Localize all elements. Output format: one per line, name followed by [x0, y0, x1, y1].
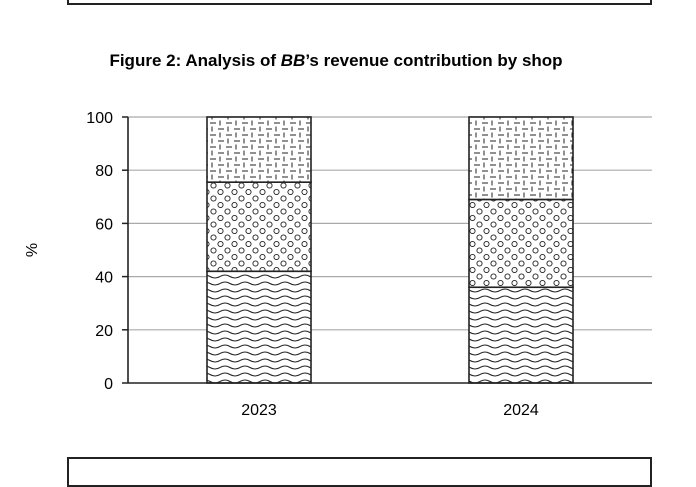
x-tick-label-2024: 2024 — [503, 402, 539, 419]
chart-title-italic: BB — [281, 51, 306, 70]
chart-title: Figure 2: Analysis of BB’s revenue contr… — [109, 51, 562, 70]
bottom-frame-box — [67, 457, 652, 487]
axes — [122, 116, 652, 384]
bar-2024-segment-2 — [468, 198, 574, 289]
tick-labels: 0 20 40 60 80 100 2023 2024 — [86, 110, 539, 419]
y-axis-label: % — [24, 243, 41, 257]
bar-2024-segment-3 — [468, 116, 574, 201]
y-tick-label-20: 20 — [95, 323, 113, 340]
bar-2024-segment-1 — [468, 286, 574, 384]
bar-2023-segment-2 — [206, 181, 312, 273]
chart-title-suffix: ’s revenue contribution by shop — [305, 51, 562, 70]
y-tick-label-60: 60 — [95, 216, 113, 233]
y-tick-label-100: 100 — [86, 110, 113, 127]
y-tick-label-80: 80 — [95, 163, 113, 180]
y-tick-label-40: 40 — [95, 270, 113, 287]
stacked-bar-chart: Figure 2: Analysis of BB’s revenue contr… — [24, 51, 652, 419]
bar-2023-segment-1 — [206, 270, 312, 384]
top-frame-box — [67, 0, 652, 5]
bar-2023-segment-3 — [206, 116, 312, 183]
chart-title-prefix: Figure 2: Analysis of — [109, 51, 280, 70]
bars — [206, 116, 574, 384]
y-tick-label-0: 0 — [104, 376, 113, 393]
x-tick-label-2023: 2023 — [241, 402, 277, 419]
